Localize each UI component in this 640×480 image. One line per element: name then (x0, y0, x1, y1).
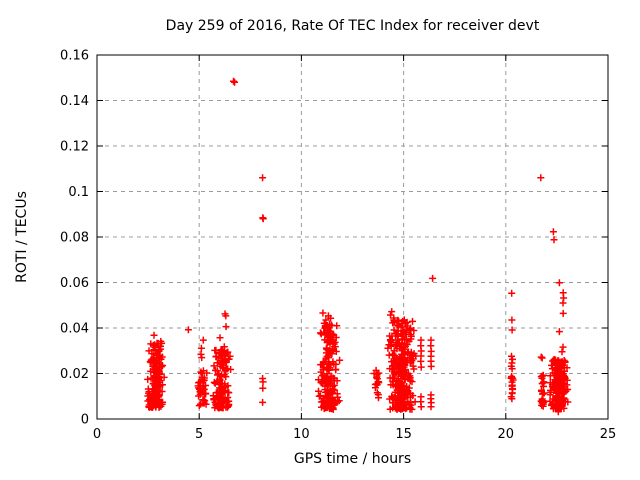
y-tick-label: 0.02 (60, 367, 89, 382)
x-tick-label: 15 (395, 427, 412, 442)
x-tick-label: 20 (498, 427, 515, 442)
y-tick-label: 0.12 (60, 140, 89, 155)
y-tick-label: 0.04 (60, 322, 89, 337)
y-tick-label: 0.1 (68, 185, 89, 200)
x-tick-label: 0 (93, 427, 101, 442)
data-points (144, 77, 572, 416)
y-tick-label: 0.08 (60, 231, 89, 246)
y-tick-label: 0 (81, 413, 89, 428)
chart-title: Day 259 of 2016, Rate Of TEC Index for r… (165, 18, 540, 34)
y-tick-label: 0.16 (60, 49, 89, 64)
x-tick-label: 5 (195, 427, 203, 442)
y-axis-label: ROTI / TECUs (14, 191, 30, 283)
x-tick-label: 10 (293, 427, 310, 442)
x-axis-label: GPS time / hours (293, 451, 412, 467)
x-tick-label: 25 (600, 427, 617, 442)
y-tick-label: 0.14 (60, 94, 89, 109)
y-tick-label: 0.06 (60, 276, 89, 291)
